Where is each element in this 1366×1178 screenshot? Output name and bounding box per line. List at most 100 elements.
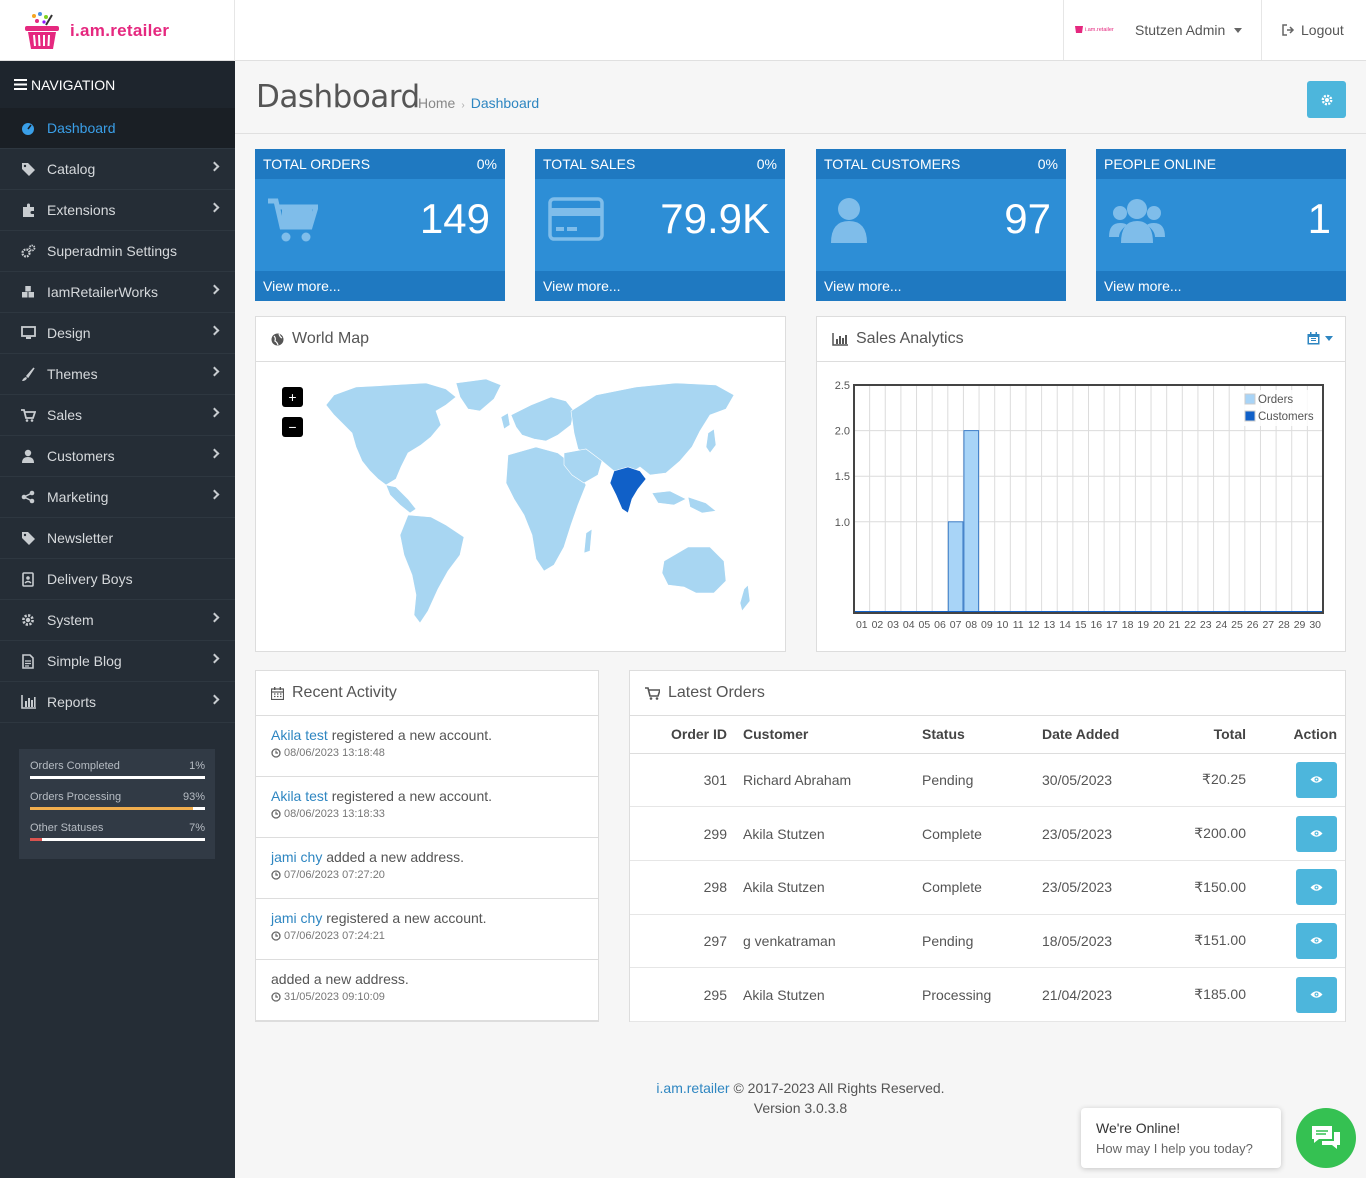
- tile-header: TOTAL ORDERS 0%: [255, 149, 505, 179]
- list-item: Akila test registered a new account. 08/…: [256, 777, 598, 838]
- chat-subtitle: How may I help you today?: [1096, 1141, 1253, 1156]
- order-action: [1254, 806, 1345, 861]
- x-tick-label: 22: [1184, 619, 1196, 631]
- y-tick-label: 1.0: [835, 517, 850, 529]
- activity-date: 31/05/2023 09:10:09: [284, 991, 385, 1003]
- cart-icon: [645, 686, 660, 700]
- x-tick-label: 29: [1294, 619, 1306, 631]
- x-tick-label: 20: [1153, 619, 1165, 631]
- order-customer: Akila Stutzen: [735, 967, 914, 1022]
- tile-view-more-link[interactable]: View more...: [1096, 271, 1346, 301]
- sidebar-item-reports[interactable]: Reports: [0, 682, 235, 723]
- x-tick-label: 26: [1247, 619, 1259, 631]
- col-date-added[interactable]: Date Added: [1034, 716, 1142, 754]
- tile-view-more-link[interactable]: View more...: [535, 271, 785, 301]
- footer-copyright: © 2017-2023 All Rights Reserved.: [729, 1080, 945, 1096]
- eye-icon: [1310, 830, 1323, 837]
- tile-view-more-link[interactable]: View more...: [816, 271, 1066, 301]
- order-stat-label: Other Statuses: [30, 821, 104, 834]
- share-icon: [19, 489, 37, 505]
- order-total: ₹20.25: [1142, 753, 1254, 808]
- sidebar-item-design[interactable]: Design: [0, 313, 235, 354]
- sidebar-item-label: System: [47, 612, 94, 628]
- tile-body: 79.9K: [535, 179, 785, 271]
- x-tick-label: 02: [872, 619, 884, 631]
- order-id: 301: [630, 753, 735, 808]
- sidebar-item-themes[interactable]: Themes: [0, 354, 235, 395]
- calendar-dropdown[interactable]: [1307, 332, 1333, 345]
- nav-list: Dashboard Catalog Extensions Superadmin Set…: [0, 108, 235, 723]
- view-order-button[interactable]: [1296, 761, 1337, 798]
- sidebar-item-extensions[interactable]: Extensions: [0, 190, 235, 231]
- breadcrumb-current[interactable]: Dashboard: [470, 95, 540, 111]
- tile-value: 97: [1004, 195, 1051, 242]
- order-status: Processing: [914, 967, 1034, 1022]
- sidebar-item-customers[interactable]: Customers: [0, 436, 235, 477]
- activity-user-link[interactable]: jami chy: [271, 849, 323, 865]
- order-date: 30/05/2023: [1034, 753, 1142, 808]
- footer-brand-link[interactable]: i.am.retailer: [656, 1080, 730, 1096]
- sidebar-item-superadmin-settings[interactable]: Superadmin Settings: [0, 231, 235, 272]
- puzzle-icon: [19, 202, 37, 218]
- legend-swatch-orders: [1244, 393, 1256, 405]
- col-status[interactable]: Status: [914, 716, 1034, 754]
- page-title: Dashboard: [256, 79, 420, 115]
- brand-logo[interactable]: i.am.retailer: [0, 0, 235, 61]
- order-customer: Akila Stutzen: [735, 806, 914, 861]
- activity-date: 07/06/2023 07:27:20: [284, 869, 385, 881]
- latest-orders-panel: Latest Orders Order ID Customer Status D…: [629, 670, 1346, 1022]
- map-zoom-in-button[interactable]: +: [282, 387, 303, 407]
- tile-view-more-link[interactable]: View more...: [255, 271, 505, 301]
- activity-user-link[interactable]: jami chy: [271, 910, 323, 926]
- brand-name: i.am.retailer: [70, 20, 170, 40]
- table-header-row: Order ID Customer Status Date Added Tota…: [630, 716, 1345, 754]
- logout-link[interactable]: Logout: [1282, 0, 1344, 60]
- sidebar-item-dashboard[interactable]: Dashboard: [0, 108, 235, 149]
- sidebar-item-catalog[interactable]: Catalog: [0, 149, 235, 190]
- world-map-header: World Map: [256, 317, 785, 362]
- legend-swatch-customers: [1244, 410, 1256, 422]
- activity-user-link[interactable]: Akila test: [271, 727, 328, 743]
- activity-text: added a new address.: [271, 971, 409, 987]
- order-total: ₹200.00: [1142, 806, 1254, 861]
- map-zoom-out-button[interactable]: −: [282, 417, 303, 437]
- tile-value: 149: [419, 195, 490, 242]
- sidebar-item-system[interactable]: System: [0, 600, 235, 641]
- x-tick-label: 25: [1231, 619, 1243, 631]
- cart-icon: [19, 407, 37, 423]
- breadcrumb-home[interactable]: Home: [418, 95, 456, 111]
- order-stat-percent: 7%: [189, 821, 205, 834]
- order-customer: Akila Stutzen: [735, 860, 914, 915]
- sidebar-item-label: Themes: [47, 366, 98, 382]
- settings-button[interactable]: [1307, 81, 1346, 118]
- map-region-india[interactable]: [609, 466, 647, 514]
- order-action: [1254, 860, 1345, 915]
- col-customer[interactable]: Customer: [735, 716, 914, 754]
- sidebar-item-simple-blog[interactable]: Simple Blog: [0, 641, 235, 682]
- world-map[interactable]: [296, 375, 756, 635]
- col-order-id[interactable]: Order ID: [630, 716, 735, 754]
- order-status: Pending: [914, 753, 1034, 808]
- activity-list: Akila test registered a new account. 08/…: [256, 716, 598, 1021]
- file-icon: [19, 653, 37, 669]
- user-menu[interactable]: i.am.retailer Stutzen Admin: [1063, 0, 1262, 60]
- view-order-button[interactable]: [1296, 976, 1337, 1013]
- chart-bar-orders: [963, 430, 980, 614]
- sidebar-item-newsletter[interactable]: Newsletter: [0, 518, 235, 559]
- sidebar-item-sales[interactable]: Sales: [0, 395, 235, 436]
- col-total[interactable]: Total: [1142, 716, 1254, 754]
- sidebar-item-delivery-boys[interactable]: Delivery Boys: [0, 559, 235, 600]
- stat-tile-total-customers: TOTAL CUSTOMERS 0% 97 View more...: [816, 149, 1066, 301]
- chat-greeting[interactable]: We're Online! How may I help you today?: [1081, 1108, 1281, 1168]
- view-order-button[interactable]: [1296, 815, 1337, 852]
- activity-user-link[interactable]: Akila test: [271, 788, 328, 804]
- chart-bar-orders: [947, 521, 964, 614]
- activity-text: registered a new account.: [327, 727, 493, 743]
- chat-button[interactable]: [1296, 1108, 1356, 1168]
- sidebar-item-iamretailerworks[interactable]: IamRetailerWorks: [0, 272, 235, 313]
- sidebar-item-label: Delivery Boys: [47, 571, 133, 587]
- order-stat-fill: [30, 807, 193, 810]
- sidebar-item-marketing[interactable]: Marketing: [0, 477, 235, 518]
- view-order-button[interactable]: [1296, 922, 1337, 959]
- view-order-button[interactable]: [1296, 869, 1337, 906]
